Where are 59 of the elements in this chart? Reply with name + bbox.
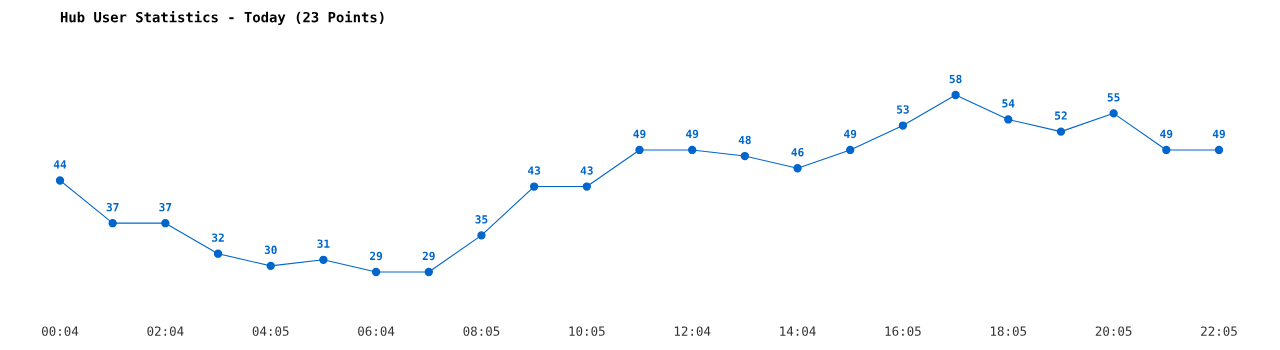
point [108,219,117,228]
point [55,176,65,185]
point [529,182,539,191]
data-label: 49 [633,129,646,139]
x-tick-label: 04:05 [252,326,289,336]
data-label: 44 [53,160,67,169]
data-label: 37 [106,202,119,212]
point [582,182,591,191]
point [1214,145,1224,155]
data-label: 48 [738,135,751,145]
data-label: 49 [686,129,699,139]
point [740,151,750,161]
x-tick-label: 20:05 [1095,326,1132,336]
data-label: 54 [1002,99,1015,108]
point [1004,115,1013,124]
data-label: 43 [528,166,541,175]
x-tick-label: 10:05 [569,326,605,336]
point [1162,145,1171,155]
x-tick-label: 00:04 [42,326,79,336]
data-label: 29 [370,251,383,261]
point [793,164,802,173]
point [319,255,328,264]
chart-title: Hub User Statistics - Today (23 Points) [60,10,384,26]
data-label: 53 [897,105,909,114]
x-tick-label: 12:04 [674,326,711,336]
point [371,267,381,277]
point [635,145,644,155]
point [266,261,275,271]
x-tick-label: 16:05 [885,326,921,336]
data-label: 49 [1212,129,1225,139]
data-label: 43 [580,166,593,175]
data-label: 30 [264,245,277,255]
data-label: 58 [949,74,962,84]
point [898,121,908,130]
data-label: 29 [422,251,435,261]
data-label: 55 [1107,93,1120,102]
x-tick-label: 22:05 [1201,326,1237,336]
point [213,249,223,258]
x-tick-label: 02:04 [147,326,184,336]
data-label: 49 [844,129,857,139]
data-label: 46 [791,147,804,157]
point [688,145,697,155]
point [1056,127,1066,136]
x-tick-label: 18:05 [990,326,1027,336]
data-label: 49 [1160,129,1173,139]
data-label: 52 [1055,111,1067,120]
point [951,90,960,100]
data-label: 31 [317,239,330,248]
x-tick-label: 14:04 [780,326,816,336]
point [161,219,170,228]
point [1109,109,1118,118]
data-label: 37 [159,202,172,212]
data-label: 32 [212,233,224,242]
point [477,231,486,240]
point [424,267,433,277]
x-tick-label: 08:05 [463,326,500,336]
x-tick-label: 06:04 [358,326,395,336]
data-label: 35 [475,215,488,224]
point [846,145,855,155]
